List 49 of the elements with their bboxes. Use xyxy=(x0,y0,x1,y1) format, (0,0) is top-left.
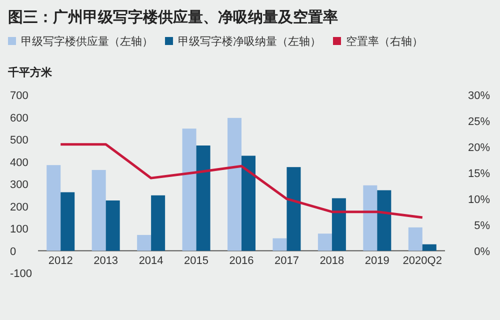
bar xyxy=(182,128,196,251)
bar xyxy=(242,156,256,251)
y-tick-label: 400 xyxy=(10,156,28,169)
x-tick-label: 2012 xyxy=(48,255,73,267)
bar xyxy=(272,238,287,251)
y2-tick-label: 15% xyxy=(468,168,490,180)
bar xyxy=(46,165,61,251)
y-tick-label: 200 xyxy=(10,201,28,214)
x-tick-label: 2017 xyxy=(274,255,299,267)
legend-label: 空置率（右轴） xyxy=(346,35,423,48)
y-tick-label: 500 xyxy=(10,134,28,146)
y2-tick-label: 25% xyxy=(468,116,490,128)
y2-tick-label: 5% xyxy=(474,220,490,232)
bar xyxy=(60,192,75,251)
legend-label: 甲级写字楼净吸纳量（左轴） xyxy=(178,35,321,48)
bar xyxy=(286,167,301,251)
legend-label: 甲级写字楼供应量（左轴） xyxy=(21,35,153,48)
y2-tick-label: 20% xyxy=(468,142,490,154)
bar xyxy=(137,234,152,251)
x-tick-label: 2018 xyxy=(320,255,344,267)
bar xyxy=(318,234,332,251)
x-tick-label: 2019 xyxy=(364,255,390,267)
bar xyxy=(106,200,120,251)
bar xyxy=(92,170,106,251)
y2-tick-label: 30% xyxy=(468,90,490,102)
line-series xyxy=(59,143,424,219)
bar xyxy=(377,190,392,251)
bar xyxy=(408,227,422,251)
y2-tick-label: 10% xyxy=(468,194,490,206)
y-axis-title: 千平方米 xyxy=(7,66,53,79)
y-tick-label: 700 xyxy=(10,90,28,102)
y-tick-label: -100 xyxy=(10,268,32,280)
y-tick-label: 100 xyxy=(10,224,28,236)
bar xyxy=(196,146,210,251)
bar xyxy=(151,195,166,251)
bar xyxy=(422,244,436,251)
x-tick-label: 2015 xyxy=(184,255,209,267)
bar xyxy=(332,198,346,251)
bar xyxy=(363,185,378,251)
x-tick-label: 2020Q2 xyxy=(402,255,442,267)
y-tick-label: 600 xyxy=(10,112,28,124)
y-tick-label: 300 xyxy=(10,179,28,191)
bar xyxy=(228,118,242,251)
x-tick-label: 2016 xyxy=(229,255,254,267)
y2-tick-label: 0% xyxy=(474,246,490,258)
x-tick-label: 2013 xyxy=(94,255,118,267)
chart-title: 图三：广州甲级写字楼供应量、净吸纳量及空置率 xyxy=(8,8,338,26)
x-tick-label: 2014 xyxy=(138,255,164,267)
y-tick-label: 0 xyxy=(10,246,16,258)
